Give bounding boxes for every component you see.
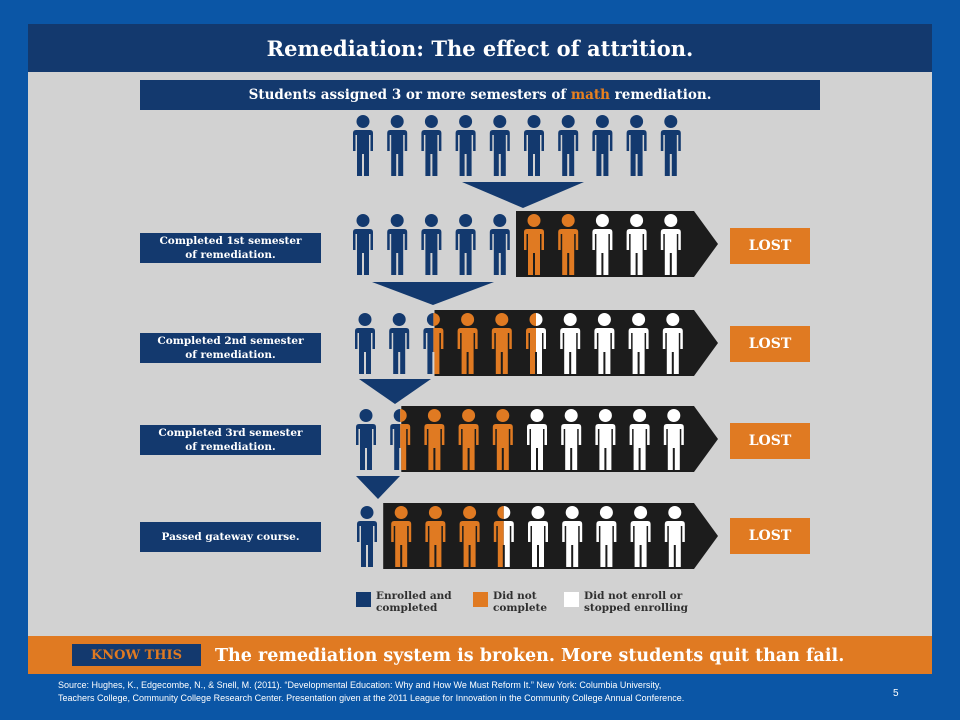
person-icon: [592, 115, 613, 176]
funnel-arrow: [356, 476, 400, 499]
person-icon: [664, 506, 685, 567]
person-icon: [628, 313, 649, 374]
person-icon: [558, 115, 579, 176]
person-icon: [353, 214, 373, 275]
title-text: Remediation: The effect of attrition.: [266, 35, 694, 61]
person-icon: [558, 214, 579, 275]
subtitle-text-before: Students assigned 3 or more semesters of: [248, 87, 571, 103]
person-icon: [596, 506, 617, 567]
person-icon: [626, 115, 647, 176]
person-icon: [662, 313, 683, 374]
person-icon: [562, 506, 583, 567]
lost-box-4: LOST: [730, 518, 810, 554]
person-icon: [626, 214, 647, 275]
subtitle-text-after: remediation.: [609, 87, 712, 103]
know-this-statement: The remediation system is broken. More s…: [215, 646, 845, 666]
person-icon: [459, 506, 480, 567]
page-title: Remediation: The effect of attrition.: [28, 24, 932, 72]
person-icon: [524, 214, 544, 275]
lost-arrow-band: [401, 406, 718, 472]
person-icon: [458, 409, 479, 470]
person-icon: [355, 313, 375, 374]
legend-item-did-not-complete: Did not complete: [473, 590, 547, 614]
person-icon: [561, 409, 582, 470]
person-icon: [421, 214, 442, 275]
person-icon: [630, 506, 651, 567]
person-icon: [595, 409, 616, 470]
source-citation: Source: Hughes, K., Edgecombe, N., & Sne…: [58, 680, 685, 703]
person-icon: [390, 409, 411, 470]
person-icon: [421, 115, 442, 176]
funnel-arrow: [372, 282, 494, 305]
person-icon: [560, 313, 581, 374]
legend-label-did-not-enroll: Did not enroll or stopped enrolling: [584, 590, 688, 614]
lost-box-1: LOST: [730, 228, 810, 264]
person-icon: [527, 409, 547, 470]
legend-label-completed: Enrolled and completed: [376, 590, 452, 614]
person-icon: [353, 115, 373, 176]
person-icon: [455, 115, 476, 176]
lost-arrow-band: [516, 211, 718, 277]
funnel-arrow: [359, 379, 431, 404]
person-icon: [357, 506, 377, 567]
person-icon: [492, 409, 513, 470]
person-icon: [594, 313, 615, 374]
person-icon: [457, 313, 478, 374]
legend-swatch-navy: [356, 592, 371, 607]
person-icon: [389, 313, 410, 374]
lost-box-3: LOST: [730, 423, 810, 459]
person-icon: [629, 409, 650, 470]
person-icon: [491, 313, 512, 374]
legend-item-did-not-enroll: Did not enroll or stopped enrolling: [564, 590, 688, 614]
stage-label-1: Completed 1st semester of remediation.: [140, 233, 321, 263]
legend-swatch-orange: [473, 592, 488, 607]
person-icon: [592, 214, 613, 275]
legend-swatch-white: [564, 592, 579, 607]
stage-label-3: Completed 3rd semester of remediation.: [140, 425, 321, 455]
person-icon: [526, 313, 546, 374]
person-icon: [524, 115, 544, 176]
person-icon: [528, 506, 548, 567]
know-this-tag: KNOW THIS: [72, 644, 201, 666]
person-icon: [663, 409, 684, 470]
person-icon: [424, 409, 445, 470]
person-icon: [423, 313, 444, 374]
person-icon: [660, 115, 681, 176]
person-icon: [387, 115, 408, 176]
lost-box-2: LOST: [730, 326, 810, 362]
person-icon: [660, 214, 681, 275]
stage-label-4: Passed gateway course.: [140, 522, 321, 552]
person-icon: [387, 214, 408, 275]
person-icon: [455, 214, 476, 275]
person-icon: [356, 409, 376, 470]
subtitle-highlight: math: [570, 87, 610, 103]
legend-item-completed: Enrolled and completed: [356, 590, 452, 614]
person-icon: [493, 506, 514, 567]
legend-label-did-not-complete: Did not complete: [493, 590, 548, 614]
diagram-subtitle: Students assigned 3 or more semesters of…: [140, 80, 820, 110]
page-number: 5: [893, 688, 899, 699]
person-icon: [425, 506, 446, 567]
person-icon: [489, 115, 510, 176]
person-icon: [391, 506, 412, 567]
person-icon: [489, 214, 510, 275]
funnel-arrow: [462, 182, 584, 208]
stage-label-2: Completed 2nd semester of remediation.: [140, 333, 321, 363]
